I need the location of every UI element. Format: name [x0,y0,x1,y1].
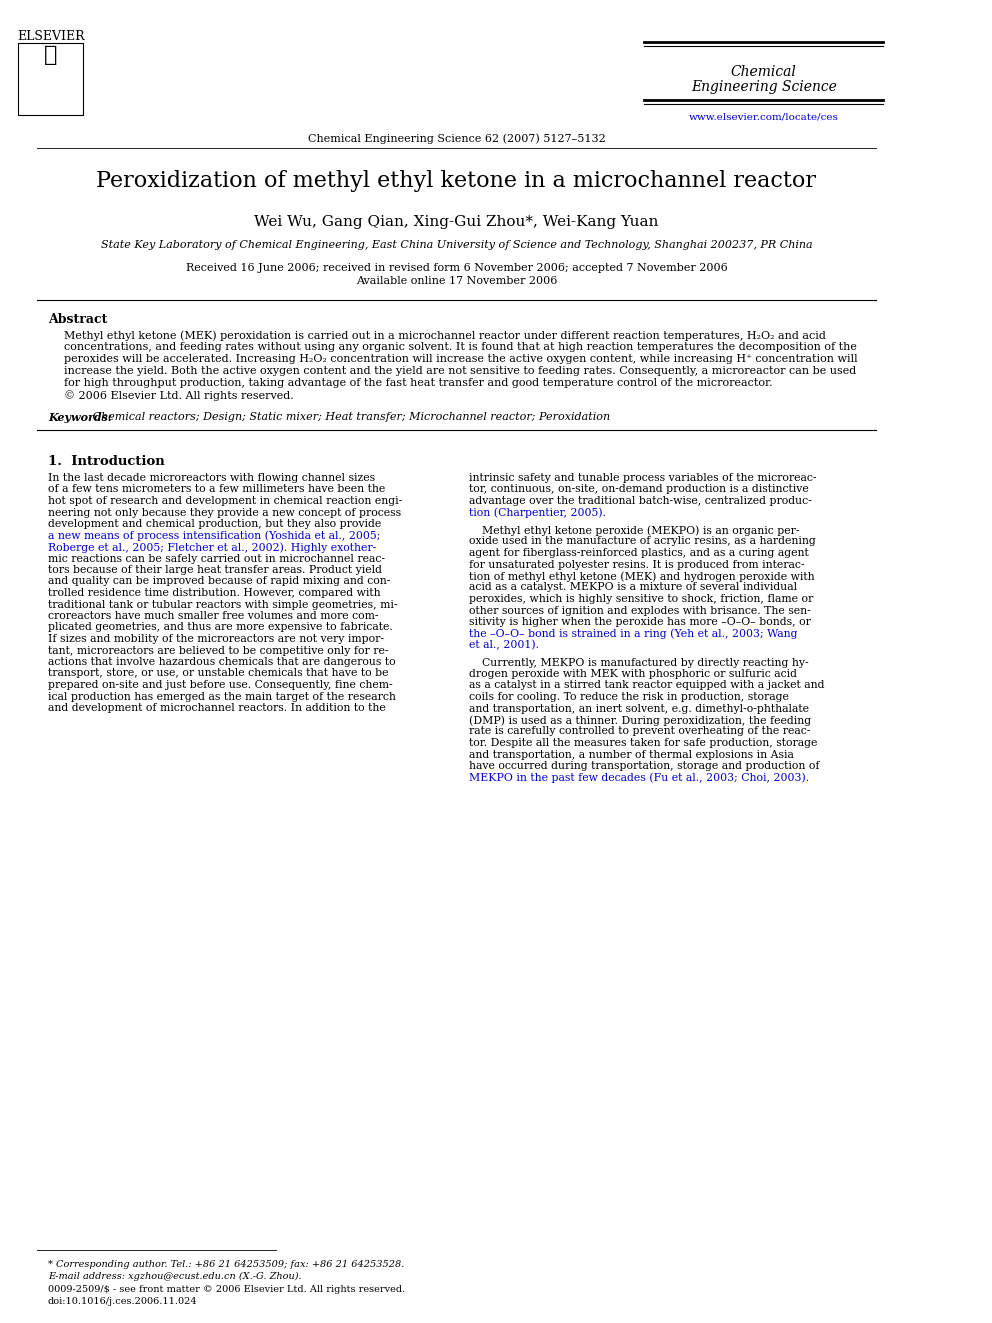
Text: MEKPO in the past few decades (Fu et al., 2003; Choi, 2003).: MEKPO in the past few decades (Fu et al.… [469,773,809,783]
Text: plicated geometries, and thus are more expensive to fabricate.: plicated geometries, and thus are more e… [48,623,393,632]
Text: Wei Wu, Gang Qian, Xing-Gui Zhou*, Wei-Kang Yuan: Wei Wu, Gang Qian, Xing-Gui Zhou*, Wei-K… [254,216,659,229]
Text: drogen peroxide with MEK with phosphoric or sulfuric acid: drogen peroxide with MEK with phosphoric… [469,669,798,679]
Text: traditional tank or tubular reactors with simple geometries, mi-: traditional tank or tubular reactors wit… [48,599,398,610]
Text: concentrations, and feeding rates without using any organic solvent. It is found: concentrations, and feeding rates withou… [64,343,857,352]
Bar [19,44,82,115]
Text: advantage over the traditional batch-wise, centralized produc-: advantage over the traditional batch-wis… [469,496,812,505]
Text: croreactors have much smaller free volumes and more com-: croreactors have much smaller free volum… [48,611,378,620]
Text: Keywords:: Keywords: [48,411,112,423]
Text: tant, microreactors are believed to be competitive only for re-: tant, microreactors are believed to be c… [48,646,388,655]
Text: as a catalyst in a stirred tank reactor equipped with a jacket and: as a catalyst in a stirred tank reactor … [469,680,824,691]
Text: Engineering Science: Engineering Science [690,79,837,94]
Text: peroxides, which is highly sensitive to shock, friction, flame or: peroxides, which is highly sensitive to … [469,594,813,605]
Text: * Corresponding author. Tel.: +86 21 64253509; fax: +86 21 64253528.: * Corresponding author. Tel.: +86 21 642… [48,1259,404,1269]
Text: have occurred during transportation, storage and production of: have occurred during transportation, sto… [469,761,819,771]
Text: 🌳: 🌳 [44,45,58,65]
Text: intrinsic safety and tunable process variables of the microreac-: intrinsic safety and tunable process var… [469,474,816,483]
Text: Roberge et al., 2005; Fletcher et al., 2002). Highly exother-: Roberge et al., 2005; Fletcher et al., 2… [48,542,376,553]
Text: Chemical: Chemical [731,65,797,79]
Text: rate is carefully controlled to prevent overheating of the reac-: rate is carefully controlled to prevent … [469,726,810,737]
Text: and transportation, a number of thermal explosions in Asia: and transportation, a number of thermal … [469,750,795,759]
Text: peroxides will be accelerated. Increasing H₂O₂ concentration will increase the a: peroxides will be accelerated. Increasin… [64,355,858,364]
Text: for high throughput production, taking advantage of the fast heat transfer and g: for high throughput production, taking a… [64,378,773,388]
Text: tors because of their large heat transfer areas. Product yield: tors because of their large heat transfe… [48,565,382,576]
Text: E-mail address: xgzhou@ecust.edu.cn (X.-G. Zhou).: E-mail address: xgzhou@ecust.edu.cn (X.-… [48,1271,302,1281]
Text: 1.  Introduction: 1. Introduction [48,455,165,468]
Text: sitivity is higher when the peroxide has more –O–O– bonds, or: sitivity is higher when the peroxide has… [469,617,811,627]
Text: and development of microchannel reactors. In addition to the: and development of microchannel reactors… [48,703,386,713]
Text: and quality can be improved because of rapid mixing and con-: and quality can be improved because of r… [48,577,390,586]
Text: ical production has emerged as the main target of the research: ical production has emerged as the main … [48,692,396,701]
Text: tion (Charpentier, 2005).: tion (Charpentier, 2005). [469,508,606,519]
Text: Chemical Engineering Science 62 (2007) 5127–5132: Chemical Engineering Science 62 (2007) 5… [308,134,605,144]
Text: tor, continuous, on-site, on-demand production is a distinctive: tor, continuous, on-site, on-demand prod… [469,484,809,495]
Text: agent for fiberglass-reinforced plastics, and as a curing agent: agent for fiberglass-reinforced plastics… [469,548,809,558]
Text: the –O–O– bond is strained in a ring (Yeh et al., 2003; Wang: the –O–O– bond is strained in a ring (Ye… [469,628,798,639]
Text: Received 16 June 2006; received in revised form 6 November 2006; accepted 7 Nove: Received 16 June 2006; received in revis… [186,263,727,273]
Text: tion of methyl ethyl ketone (MEK) and hydrogen peroxide with: tion of methyl ethyl ketone (MEK) and hy… [469,572,815,582]
Text: Available online 17 November 2006: Available online 17 November 2006 [356,277,558,286]
Text: oxide used in the manufacture of acrylic resins, as a hardening: oxide used in the manufacture of acrylic… [469,537,816,546]
Text: actions that involve hazardous chemicals that are dangerous to: actions that involve hazardous chemicals… [48,658,396,667]
Text: tor. Despite all the measures taken for safe production, storage: tor. Despite all the measures taken for … [469,738,817,747]
Text: hot spot of research and development in chemical reaction engi-: hot spot of research and development in … [48,496,402,505]
Text: and transportation, an inert solvent, e.g. dimethyl-o-phthalate: and transportation, an inert solvent, e.… [469,704,809,713]
Text: State Key Laboratory of Chemical Engineering, East China University of Science a: State Key Laboratory of Chemical Enginee… [100,239,812,250]
Text: et al., 2001).: et al., 2001). [469,640,540,651]
Text: ELSEVIER: ELSEVIER [17,30,84,44]
Text: a new means of process intensification (Yoshida et al., 2005;: a new means of process intensification (… [48,531,380,541]
Text: Peroxidization of methyl ethyl ketone in a microchannel reactor: Peroxidization of methyl ethyl ketone in… [96,169,816,192]
Text: (DMP) is used as a thinner. During peroxidization, the feeding: (DMP) is used as a thinner. During perox… [469,714,811,725]
Text: If sizes and mobility of the microreactors are not very impor-: If sizes and mobility of the microreacto… [48,634,384,644]
Text: coils for cooling. To reduce the risk in production, storage: coils for cooling. To reduce the risk in… [469,692,790,703]
Text: Methyl ethyl ketone (MEK) peroxidation is carried out in a microchannel reactor : Methyl ethyl ketone (MEK) peroxidation i… [64,329,826,340]
Text: Abstract: Abstract [48,314,107,325]
Text: doi:10.1016/j.ces.2006.11.024: doi:10.1016/j.ces.2006.11.024 [48,1297,197,1306]
Text: mic reactions can be safely carried out in microchannel reac-: mic reactions can be safely carried out … [48,553,385,564]
Text: for unsaturated polyester resins. It is produced from interac-: for unsaturated polyester resins. It is … [469,560,805,569]
Text: Methyl ethyl ketone peroxide (MEKPO) is an organic per-: Methyl ethyl ketone peroxide (MEKPO) is … [482,525,800,536]
Text: other sources of ignition and explodes with brisance. The sen-: other sources of ignition and explodes w… [469,606,811,615]
Text: neering not only because they provide a new concept of process: neering not only because they provide a … [48,508,401,517]
Text: In the last decade microreactors with flowing channel sizes: In the last decade microreactors with fl… [48,474,375,483]
Text: increase the yield. Both the active oxygen content and the yield are not sensiti: increase the yield. Both the active oxyg… [64,366,857,376]
Text: Currently, MEKPO is manufactured by directly reacting hy-: Currently, MEKPO is manufactured by dire… [482,658,808,668]
Text: development and chemical production, but they also provide: development and chemical production, but… [48,519,381,529]
Text: Chemical reactors; Design; Static mixer; Heat transfer; Microchannel reactor; Pe: Chemical reactors; Design; Static mixer;… [89,411,610,422]
Text: trolled residence time distribution. However, compared with: trolled residence time distribution. How… [48,587,381,598]
Text: prepared on-site and just before use. Consequently, fine chem-: prepared on-site and just before use. Co… [48,680,393,691]
Text: www.elsevier.com/locate/ces: www.elsevier.com/locate/ces [688,112,839,122]
Text: transport, store, or use, or unstable chemicals that have to be: transport, store, or use, or unstable ch… [48,668,388,679]
Text: 0009-2509/$ - see front matter © 2006 Elsevier Ltd. All rights reserved.: 0009-2509/$ - see front matter © 2006 El… [48,1285,405,1294]
Text: © 2006 Elsevier Ltd. All rights reserved.: © 2006 Elsevier Ltd. All rights reserved… [64,390,295,401]
Text: acid as a catalyst. MEKPO is a mixture of several individual: acid as a catalyst. MEKPO is a mixture o… [469,582,798,593]
Text: of a few tens micrometers to a few millimeters have been the: of a few tens micrometers to a few milli… [48,484,385,495]
